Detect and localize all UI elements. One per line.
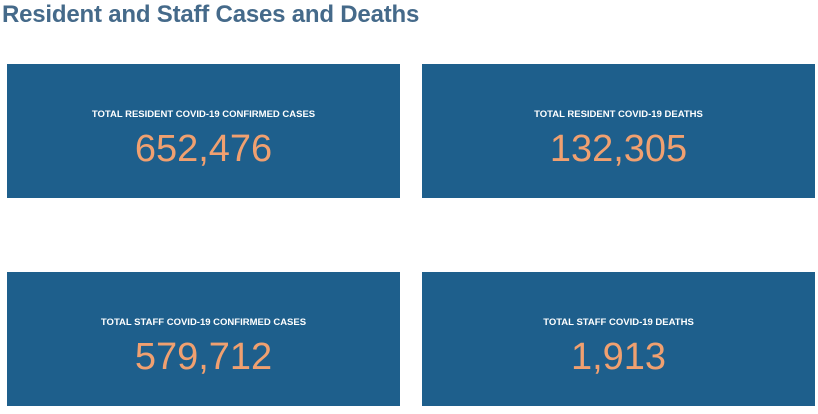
resident-deaths-card: TOTAL RESIDENT COVID-19 DEATHS 132,305 [422, 64, 815, 198]
resident-deaths-value: 132,305 [549, 128, 688, 170]
staff-deaths-card: TOTAL STAFF COVID-19 DEATHS 1,913 [422, 272, 815, 406]
page-title: Resident and Staff Cases and Deaths [2, 1, 420, 28]
resident-cases-card: TOTAL RESIDENT COVID-19 CONFIRMED CASES … [7, 64, 400, 198]
staff-deaths-value: 1,913 [570, 336, 667, 378]
staff-cases-value: 579,712 [134, 336, 273, 378]
resident-cases-label: TOTAL RESIDENT COVID-19 CONFIRMED CASES [91, 109, 316, 120]
staff-deaths-label: TOTAL STAFF COVID-19 DEATHS [543, 317, 694, 328]
staff-cases-label: TOTAL STAFF COVID-19 CONFIRMED CASES [100, 317, 307, 328]
staff-cases-card: TOTAL STAFF COVID-19 CONFIRMED CASES 579… [7, 272, 400, 406]
resident-cases-value: 652,476 [134, 128, 273, 170]
resident-deaths-label: TOTAL RESIDENT COVID-19 DEATHS [534, 109, 703, 120]
